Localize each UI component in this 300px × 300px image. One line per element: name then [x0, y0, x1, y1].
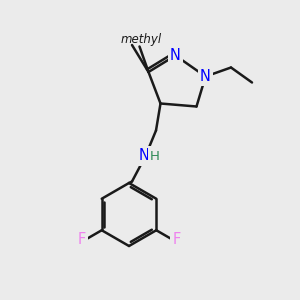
Text: H: H	[150, 149, 160, 163]
Text: methyl: methyl	[120, 32, 162, 46]
Text: F: F	[77, 232, 86, 247]
Text: N: N	[200, 69, 211, 84]
Text: N: N	[139, 148, 149, 164]
Text: N: N	[170, 48, 181, 63]
Text: F: F	[172, 232, 181, 247]
